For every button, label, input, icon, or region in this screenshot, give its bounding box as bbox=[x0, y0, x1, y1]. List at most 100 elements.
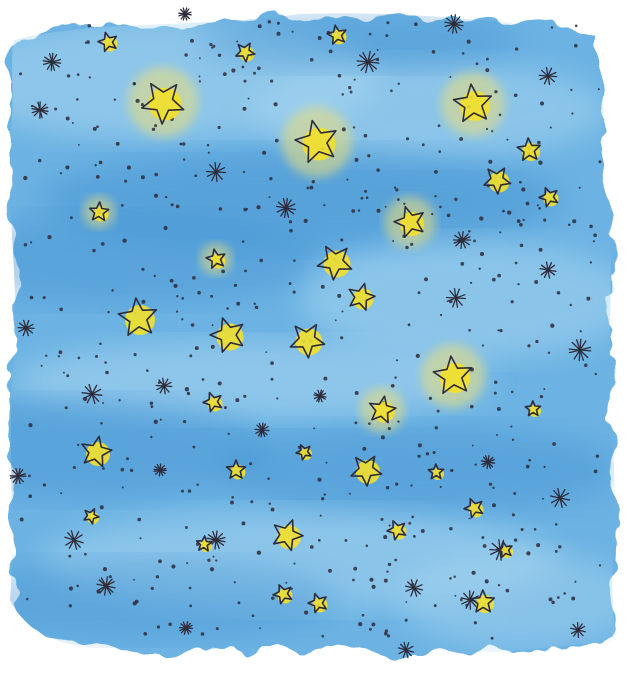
ink-dot-icon bbox=[454, 197, 458, 201]
yellow-star-blot bbox=[300, 448, 312, 460]
sketched-yellow-star-icon bbox=[452, 83, 493, 123]
ink-dot-icon bbox=[481, 344, 485, 347]
ink-dot-icon bbox=[449, 577, 452, 580]
ink-dot-icon bbox=[19, 517, 24, 522]
ink-dot-icon bbox=[223, 406, 227, 410]
ink-dot-icon bbox=[253, 302, 256, 306]
sketched-yellow-star-icon bbox=[368, 395, 397, 424]
ink-dot-icon bbox=[151, 127, 156, 132]
ink-asterisk-star-icon bbox=[480, 454, 496, 470]
ink-dot-icon bbox=[505, 588, 510, 593]
watercolor-shading bbox=[9, 13, 617, 650]
ink-dot-icon bbox=[137, 517, 142, 522]
sketched-yellow-star-icon bbox=[209, 317, 244, 353]
yellow-star-blot bbox=[440, 363, 470, 393]
sketched-yellow-star-icon bbox=[141, 82, 185, 125]
ink-dot-icon bbox=[154, 172, 158, 177]
ink-dot-icon bbox=[92, 126, 97, 131]
ink-dot-icon bbox=[516, 219, 521, 223]
ink-dot-icon bbox=[140, 103, 144, 107]
sketched-yellow-star-icon bbox=[470, 589, 496, 613]
wash-shade bbox=[400, 550, 617, 650]
ink-dot-icon bbox=[181, 297, 185, 300]
ink-dot-icon bbox=[593, 233, 597, 238]
yellow-star-blot bbox=[125, 305, 155, 335]
sketched-yellow-star-icon bbox=[195, 535, 213, 552]
ink-dot-icon bbox=[341, 127, 346, 132]
ink-dot-icon bbox=[536, 204, 539, 207]
sketched-yellow-star-icon bbox=[524, 400, 542, 417]
ink-dot-icon bbox=[262, 150, 267, 155]
ink-asterisk-star-icon bbox=[404, 579, 424, 597]
ink-dot-icon bbox=[141, 299, 146, 304]
ink-dot-icon bbox=[37, 158, 42, 163]
ink-dot-icon bbox=[173, 283, 178, 288]
ink-dot-icon bbox=[215, 627, 219, 631]
ink-dot-icon bbox=[198, 75, 201, 78]
ink-dot-icon bbox=[289, 228, 293, 233]
ink-dot-icon bbox=[497, 329, 500, 332]
ink-dot-icon bbox=[507, 210, 512, 215]
ink-dot-icon bbox=[471, 444, 474, 447]
ink-asterisk-star-icon bbox=[9, 467, 27, 485]
ink-dot-icon bbox=[432, 450, 436, 455]
ink-dot-icon bbox=[288, 282, 292, 286]
ink-dot-icon bbox=[380, 435, 385, 440]
ink-dot-icon bbox=[353, 566, 358, 571]
ink-dot-icon bbox=[579, 330, 582, 333]
ink-dot-icon bbox=[210, 344, 215, 349]
yellow-star-blot bbox=[302, 127, 336, 161]
ink-dot-icon bbox=[340, 238, 344, 242]
sketched-yellow-star-icon bbox=[272, 584, 293, 605]
ink-asterisk-star-icon bbox=[31, 101, 49, 119]
ink-dot-icon bbox=[192, 275, 196, 280]
ink-dot-icon bbox=[383, 535, 388, 540]
ink-dot-icon bbox=[488, 482, 493, 486]
ink-dot-icon bbox=[511, 513, 515, 517]
ink-dot-icon bbox=[519, 243, 524, 248]
ink-dot-icon bbox=[387, 562, 392, 567]
ink-dot-icon bbox=[126, 457, 129, 461]
ink-dot-icon bbox=[563, 592, 566, 595]
ink-dot-icon bbox=[397, 82, 401, 86]
ink-dot-icon bbox=[526, 551, 531, 556]
ink-dot-icon bbox=[190, 38, 194, 43]
wash-shade bbox=[220, 425, 617, 515]
ink-dot-icon bbox=[538, 160, 543, 165]
ink-dot-icon bbox=[59, 307, 63, 312]
ink-asterisk-star-icon bbox=[178, 7, 192, 21]
ink-dot-icon bbox=[473, 621, 478, 625]
ink-asterisk-star-icon bbox=[549, 487, 571, 509]
ink-dot-icon bbox=[227, 432, 230, 436]
ink-dot-icon bbox=[244, 269, 247, 273]
ink-dot-icon bbox=[68, 586, 74, 591]
ink-dot-icon bbox=[572, 219, 577, 224]
ink-dot-icon bbox=[267, 20, 271, 24]
ink-dot-icon bbox=[102, 402, 105, 404]
ink-dot-icon bbox=[246, 208, 249, 210]
ink-dot-icon bbox=[499, 328, 503, 333]
sketched-yellow-star-icon bbox=[326, 24, 347, 45]
ink-dot-icon bbox=[306, 186, 310, 190]
ink-dot-icon bbox=[390, 89, 393, 93]
ink-dot-icon bbox=[57, 355, 61, 358]
ink-dot-icon bbox=[484, 579, 489, 584]
ink-dot-icon bbox=[23, 175, 28, 181]
ink-dot-icon bbox=[153, 419, 158, 424]
ink-dot-icon bbox=[404, 618, 408, 622]
ink-dot-icon bbox=[254, 305, 259, 310]
ink-dot-icon bbox=[42, 483, 47, 487]
ink-dot-icon bbox=[395, 359, 399, 362]
ink-dot-icon bbox=[211, 324, 214, 327]
ink-dot-icon bbox=[241, 240, 245, 243]
ink-dot-icon bbox=[126, 165, 131, 170]
ink-dot-icon bbox=[268, 196, 271, 199]
ink-dot-icon bbox=[189, 354, 193, 358]
ink-dot-icon bbox=[207, 151, 210, 154]
ink-dot-icon bbox=[141, 267, 145, 271]
ink-dot-icon bbox=[267, 477, 270, 480]
ink-dot-icon bbox=[598, 564, 602, 567]
ink-dot-icon bbox=[129, 468, 134, 473]
ink-dot-icon bbox=[198, 57, 201, 60]
ink-dot-icon bbox=[550, 323, 555, 328]
